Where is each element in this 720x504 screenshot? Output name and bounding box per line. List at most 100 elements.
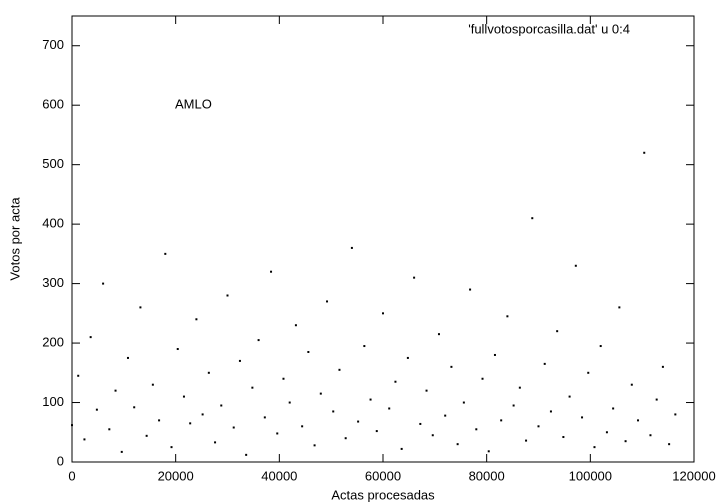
x-tick-label: 100000	[569, 468, 612, 483]
point	[145, 434, 148, 437]
point	[581, 416, 584, 419]
point	[562, 436, 565, 439]
y-tick-label: 0	[57, 453, 64, 468]
point	[307, 350, 310, 353]
point	[649, 434, 652, 437]
point	[531, 217, 534, 220]
point	[556, 330, 559, 333]
point	[543, 362, 546, 365]
point	[158, 419, 161, 422]
point	[126, 356, 129, 359]
x-tick-label: 40000	[261, 468, 297, 483]
point	[518, 386, 521, 389]
point	[475, 428, 478, 431]
point	[549, 410, 552, 413]
point	[102, 282, 105, 285]
y-tick-label: 500	[42, 156, 64, 171]
point	[618, 306, 621, 309]
point	[77, 374, 80, 377]
point	[220, 404, 223, 407]
point	[375, 430, 378, 433]
point	[668, 443, 671, 446]
point	[350, 246, 353, 249]
point	[245, 453, 248, 456]
point	[270, 270, 273, 273]
point	[512, 404, 515, 407]
point	[332, 410, 335, 413]
point	[537, 425, 540, 428]
point	[469, 288, 472, 291]
x-tick-label: 20000	[158, 468, 194, 483]
y-axis-label: Votos por acta	[7, 197, 22, 281]
y-tick-label: 600	[42, 97, 64, 112]
point	[257, 339, 260, 342]
point	[444, 414, 447, 417]
point	[282, 377, 285, 380]
point	[400, 447, 403, 450]
point	[83, 438, 86, 441]
x-tick-label: 80000	[469, 468, 505, 483]
point	[95, 408, 98, 411]
point	[456, 443, 459, 446]
point	[344, 437, 347, 440]
point	[493, 353, 496, 356]
point	[605, 431, 608, 434]
point	[574, 264, 577, 267]
point	[419, 422, 422, 425]
x-tick-label: 120000	[672, 468, 715, 483]
point	[182, 395, 185, 398]
y-tick-label: 700	[42, 37, 64, 52]
point	[214, 441, 217, 444]
point	[139, 306, 142, 309]
point	[207, 371, 210, 374]
point	[238, 359, 241, 362]
point	[189, 422, 192, 425]
point	[506, 315, 509, 318]
point	[170, 446, 173, 449]
point	[89, 336, 92, 339]
point	[338, 368, 341, 371]
point	[637, 419, 640, 422]
point	[624, 440, 627, 443]
point	[294, 324, 297, 327]
point	[487, 450, 490, 453]
legend-label: 'fullvotosporcasilla.dat' u 0:4	[468, 21, 630, 36]
point	[133, 406, 136, 409]
point	[450, 365, 453, 368]
point	[226, 294, 229, 297]
point	[437, 333, 440, 336]
annotation: AMLO	[175, 96, 212, 111]
point	[413, 276, 416, 279]
point	[587, 371, 590, 374]
point	[263, 416, 266, 419]
point	[176, 348, 179, 351]
y-tick-label: 200	[42, 335, 64, 350]
point	[201, 413, 204, 416]
point	[164, 252, 167, 255]
point	[599, 345, 602, 348]
point	[301, 425, 304, 428]
point	[630, 383, 633, 386]
point	[71, 424, 73, 427]
point	[326, 300, 329, 303]
point	[232, 426, 235, 429]
point	[276, 432, 279, 435]
point	[525, 439, 528, 442]
point	[593, 446, 596, 449]
point	[661, 365, 664, 368]
point	[462, 401, 465, 404]
point	[425, 389, 428, 392]
point	[388, 407, 391, 410]
point	[612, 407, 615, 410]
y-tick-label: 100	[42, 394, 64, 409]
x-tick-label: 60000	[365, 468, 401, 483]
point	[319, 392, 322, 395]
point	[674, 413, 677, 416]
point	[431, 434, 434, 437]
point	[394, 380, 397, 383]
point	[481, 377, 484, 380]
point	[108, 428, 111, 431]
point	[313, 444, 316, 447]
point	[406, 356, 409, 359]
